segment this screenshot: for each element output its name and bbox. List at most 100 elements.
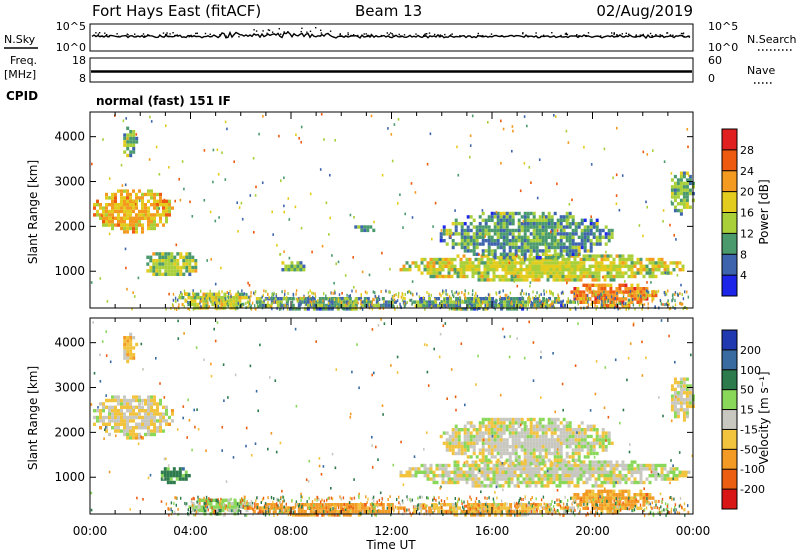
power-echo-cell bbox=[161, 272, 165, 276]
power-echo-cell bbox=[137, 276, 140, 280]
power-echo-cell bbox=[651, 290, 655, 294]
power-echo-cell bbox=[515, 300, 518, 304]
velocity-echo-cell bbox=[525, 484, 529, 488]
velocity-echo-cell bbox=[517, 434, 521, 439]
power-echo-cell bbox=[361, 307, 364, 311]
power-echo-cell bbox=[559, 242, 563, 246]
power-echo-cell bbox=[353, 286, 355, 289]
velocity-echo-cell bbox=[532, 445, 536, 449]
power-echo-cell bbox=[512, 297, 516, 301]
velocity-echo-cell bbox=[532, 458, 536, 462]
power-echo-cell bbox=[209, 289, 211, 293]
velocity-echo-cell bbox=[445, 431, 449, 435]
velocity-echo-cell bbox=[221, 505, 225, 509]
power-echo-cell bbox=[102, 216, 105, 220]
power-echo-cell bbox=[141, 192, 144, 197]
power-echo-cell bbox=[396, 299, 399, 303]
power-echo-cell bbox=[335, 262, 337, 266]
velocity-echo-cell bbox=[422, 506, 426, 510]
velocity-echo-cell bbox=[475, 441, 479, 445]
power-echo-cell bbox=[141, 199, 144, 203]
velocity-echo-cell bbox=[516, 467, 520, 471]
velocity-echo-cell bbox=[570, 463, 574, 468]
power-echo-cell bbox=[614, 302, 616, 306]
velocity-echo-cell bbox=[574, 458, 578, 462]
velocity-echo-cell bbox=[585, 506, 589, 510]
power-echo-cell bbox=[510, 300, 513, 304]
freq-panel: Freq. [MHz] 18 8 60 0 Nave bbox=[4, 54, 775, 85]
velocity-echo-cell bbox=[568, 441, 572, 445]
velocity-echo-cell bbox=[123, 419, 126, 423]
velocity-echo-cell bbox=[348, 503, 352, 507]
velocity-echo-cell bbox=[582, 467, 586, 471]
power-echo-cell bbox=[579, 274, 583, 279]
velocity-echo-cell bbox=[502, 448, 506, 452]
power-echo-cell bbox=[171, 206, 174, 210]
power-echo-cell bbox=[583, 225, 587, 229]
velocity-echo-cell bbox=[534, 480, 538, 485]
power-echo-cell bbox=[495, 268, 499, 272]
power-echo-cell bbox=[651, 299, 653, 303]
power-echo-cell bbox=[588, 297, 590, 301]
power-echo-cell bbox=[602, 275, 604, 279]
power-echo-cell bbox=[299, 261, 303, 265]
power-echo-cell bbox=[483, 264, 487, 268]
velocity-echo-cell bbox=[476, 513, 480, 517]
velocity-echo-cell bbox=[582, 480, 586, 485]
power-echo-cell bbox=[463, 235, 467, 239]
power-echo-cell bbox=[686, 290, 688, 294]
power-echo-cell bbox=[627, 304, 629, 308]
velocity-echo-cell bbox=[543, 463, 547, 468]
freq-left-tick-low: 8 bbox=[79, 72, 86, 85]
power-echo-cell bbox=[496, 218, 500, 222]
power-echo-cell bbox=[544, 242, 548, 246]
velocity-echo-cell bbox=[438, 467, 442, 471]
power-echo-cell bbox=[141, 230, 144, 234]
noise-search-dot bbox=[628, 33, 630, 35]
velocity-echo-cell bbox=[528, 467, 532, 471]
power-echo-cell bbox=[672, 293, 674, 297]
power-echo-cell bbox=[283, 303, 285, 307]
power-echo-cell bbox=[378, 303, 382, 308]
velocity-echo-cell bbox=[679, 380, 683, 385]
power-echo-cell bbox=[666, 271, 670, 275]
power-echo-cell bbox=[609, 274, 613, 279]
velocity-echo-cell bbox=[642, 499, 646, 504]
power-echo-cell bbox=[472, 245, 476, 250]
power-echo-cell bbox=[279, 302, 282, 306]
velocity-echo-cell bbox=[502, 417, 506, 422]
velocity-echo-cell bbox=[315, 509, 319, 514]
power-echo-cell bbox=[345, 307, 349, 311]
velocity-echo-cell bbox=[609, 470, 613, 474]
velocity-echo-cell bbox=[529, 451, 533, 456]
power-echo-cell bbox=[583, 228, 587, 233]
power-echo-cell bbox=[428, 297, 432, 301]
noise-search-dot bbox=[682, 35, 684, 37]
power-echo-cell bbox=[451, 242, 455, 246]
power-echo-cell bbox=[621, 304, 625, 308]
velocity-echo-cell bbox=[162, 412, 165, 416]
power-echo-cell bbox=[406, 301, 408, 304]
power-echo-cell bbox=[161, 262, 165, 266]
power-echo-cell bbox=[535, 245, 539, 250]
power-echo-cell bbox=[469, 222, 473, 226]
velocity-echo-cell bbox=[108, 415, 111, 420]
power-echo-cell bbox=[582, 264, 586, 268]
power-echo-cell bbox=[261, 300, 265, 304]
power-echo-cell bbox=[499, 215, 503, 219]
power-echo-cell bbox=[664, 303, 666, 307]
velocity-echo-cell bbox=[568, 428, 572, 432]
velocity-echo-cell bbox=[525, 480, 529, 485]
power-echo-cell bbox=[263, 299, 265, 303]
velocity-echo-cell bbox=[673, 391, 677, 395]
power-echo-cell bbox=[527, 303, 529, 307]
velocity-echo-cell bbox=[603, 463, 607, 468]
power-echo-cell bbox=[562, 242, 566, 246]
power-echo-cell bbox=[651, 290, 653, 293]
power-echo-cell bbox=[285, 296, 288, 300]
noise-search-dot bbox=[300, 30, 302, 33]
power-echo-cell bbox=[165, 307, 167, 311]
velocity-echo-cell bbox=[486, 474, 490, 478]
power-echo-cell bbox=[481, 211, 485, 216]
velocity-echo-cell bbox=[676, 380, 680, 385]
